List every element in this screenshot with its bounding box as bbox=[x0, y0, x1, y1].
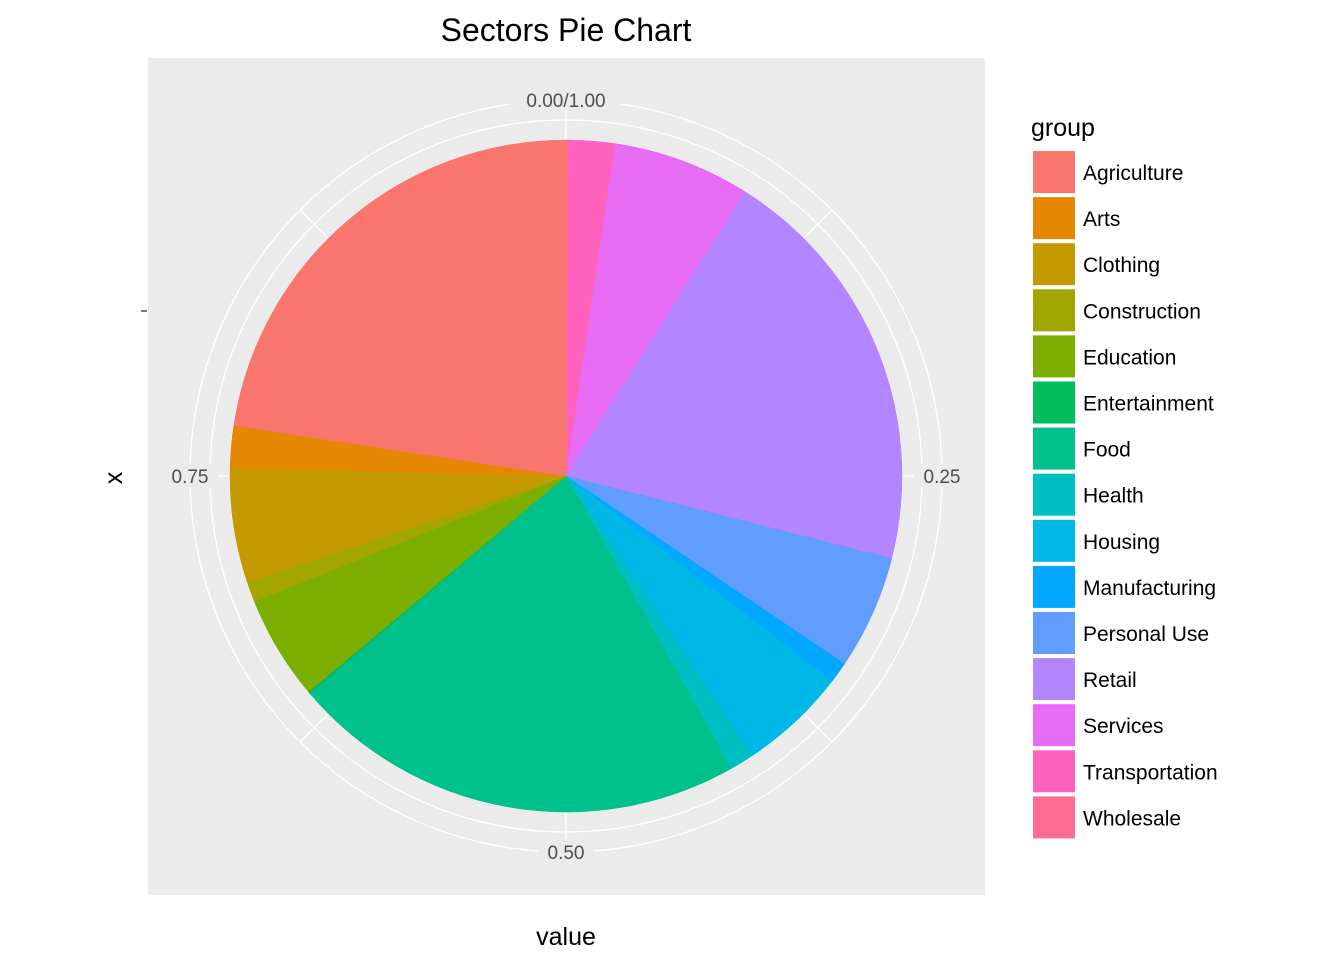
legend-key-manufacturing bbox=[1031, 563, 1077, 610]
legend-label-health: Health bbox=[1083, 485, 1144, 508]
legend-key-education bbox=[1031, 333, 1077, 380]
pie-slice-retail bbox=[565, 191, 903, 559]
legend-label-retail: Retail bbox=[1083, 669, 1137, 692]
tick-label-backdrop bbox=[162, 463, 218, 487]
legend-key-wholesale bbox=[1031, 794, 1077, 841]
legend-label-services: Services bbox=[1083, 715, 1164, 738]
legend-label-clothing: Clothing bbox=[1083, 254, 1160, 277]
legend-label-food: Food bbox=[1083, 439, 1131, 462]
legend-key-agriculture bbox=[1031, 149, 1077, 195]
legend-label-construction: Construction bbox=[1083, 300, 1201, 323]
chart-title: Sectors Pie Chart bbox=[441, 12, 692, 48]
theta-tick-label: 0.00/1.00 bbox=[526, 91, 605, 112]
theta-tick-label: 0.50 bbox=[548, 843, 585, 864]
legend-key-personal-use bbox=[1031, 610, 1077, 656]
theta-tick-label: 0.25 bbox=[924, 467, 961, 488]
legend-key-construction bbox=[1031, 287, 1077, 334]
legend-title: group bbox=[1031, 114, 1095, 142]
legend-label-entertainment: Entertainment bbox=[1083, 393, 1214, 416]
legend-label-wholesale: Wholesale bbox=[1083, 807, 1181, 830]
legend-label-education: Education bbox=[1083, 346, 1176, 369]
legend-key-arts bbox=[1031, 195, 1077, 242]
pie-slice-services bbox=[565, 143, 746, 477]
legend-label-arts: Arts bbox=[1083, 208, 1120, 231]
legend-label-manufacturing: Manufacturing bbox=[1083, 577, 1216, 600]
theta-tick-label: 0.75 bbox=[172, 467, 209, 488]
theta-tick-labels: 0.00/1.00 0.25 0.50 0.75 bbox=[162, 87, 970, 864]
legend: group Agriculture Arts Clothing Constructio… bbox=[1031, 114, 1218, 841]
legend-key-transportation bbox=[1031, 748, 1077, 795]
legend-label-housing: Housing bbox=[1083, 531, 1160, 554]
pie-slices bbox=[229, 139, 903, 813]
x-axis-title: value bbox=[536, 923, 596, 951]
legend-key-clothing bbox=[1031, 241, 1077, 288]
legend-label-personal-use: Personal Use bbox=[1083, 623, 1209, 646]
legend-key-entertainment bbox=[1031, 379, 1077, 426]
tick-label-backdrop bbox=[538, 839, 594, 863]
tick-label-backdrop bbox=[510, 87, 622, 111]
legend-key-housing bbox=[1031, 517, 1077, 564]
legend-key-retail bbox=[1031, 656, 1077, 703]
legend-key-services bbox=[1031, 702, 1077, 749]
pie-slice-agriculture bbox=[233, 139, 567, 477]
pie-slice-food bbox=[309, 475, 732, 813]
legend-label-transportation: Transportation bbox=[1083, 761, 1218, 784]
legend-label-agriculture: Agriculture bbox=[1083, 162, 1183, 185]
legend-key-food bbox=[1031, 425, 1077, 472]
y-axis-title: x bbox=[100, 471, 128, 484]
legend-key-health bbox=[1031, 471, 1077, 518]
tick-label-backdrop bbox=[914, 463, 970, 487]
